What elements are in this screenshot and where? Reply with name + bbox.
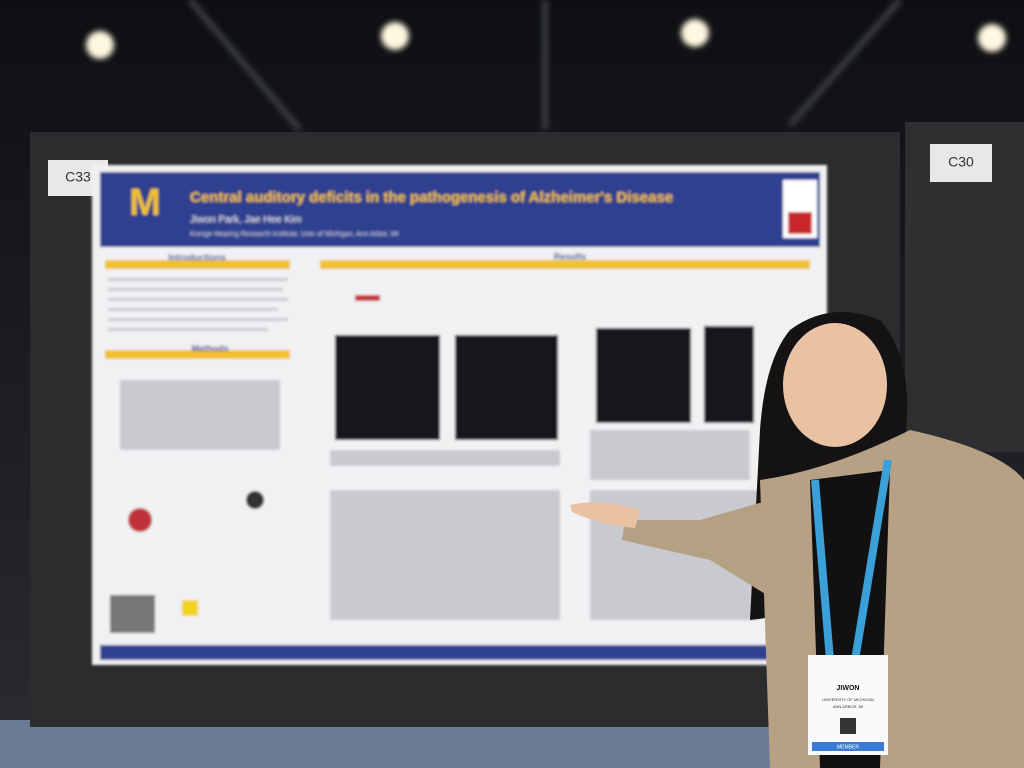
ceiling-lights — [86, 0, 1006, 132]
image-grid — [455, 335, 558, 440]
booth-sign — [930, 144, 992, 182]
lanyard — [811, 459, 892, 661]
jacket — [760, 430, 1024, 768]
poster-title: Central auditory deficits in the pathoge… — [190, 189, 673, 206]
section-heading: Introductions — [168, 252, 226, 262]
section-heading: Methods — [192, 343, 229, 353]
image-grid — [335, 335, 440, 440]
section-heading: Results — [554, 251, 587, 261]
poster-authors: Jiwon Park, Jae Hee Kim — [190, 215, 302, 226]
badge-role-bar — [812, 742, 884, 751]
booth-label: C33 — [65, 169, 91, 185]
poster-header — [100, 172, 820, 247]
poster-affiliation: Kresge Hearing Research Institute, Univ … — [190, 231, 399, 238]
badge-role: MEMBER — [837, 744, 859, 750]
badge-qr — [840, 718, 856, 734]
badge-name: JIWON — [837, 685, 860, 692]
face — [783, 323, 887, 447]
poster-figure-marks — [128, 295, 380, 616]
section-bar — [105, 260, 290, 269]
arm — [622, 500, 775, 600]
hand — [570, 502, 640, 528]
section-bar — [320, 260, 810, 269]
image-grid — [704, 326, 754, 423]
image-grid — [596, 328, 691, 423]
badge-line: UNIVERSITY OF MICHIGAN — [822, 697, 874, 702]
person: JIWON UNIVERSITY OF MICHIGAN ANN ARBOR, … — [570, 312, 1024, 768]
booth-label: C30 — [948, 154, 974, 170]
poster: M Central auditory deficits in the patho… — [92, 165, 827, 665]
poster-logo: M — [129, 182, 161, 224]
badge-line: ANN ARBOR, MI — [833, 704, 863, 709]
poster-footer — [100, 645, 820, 660]
poster-emblem-mark — [788, 212, 812, 234]
section-bar — [105, 350, 290, 359]
badge — [808, 655, 888, 755]
